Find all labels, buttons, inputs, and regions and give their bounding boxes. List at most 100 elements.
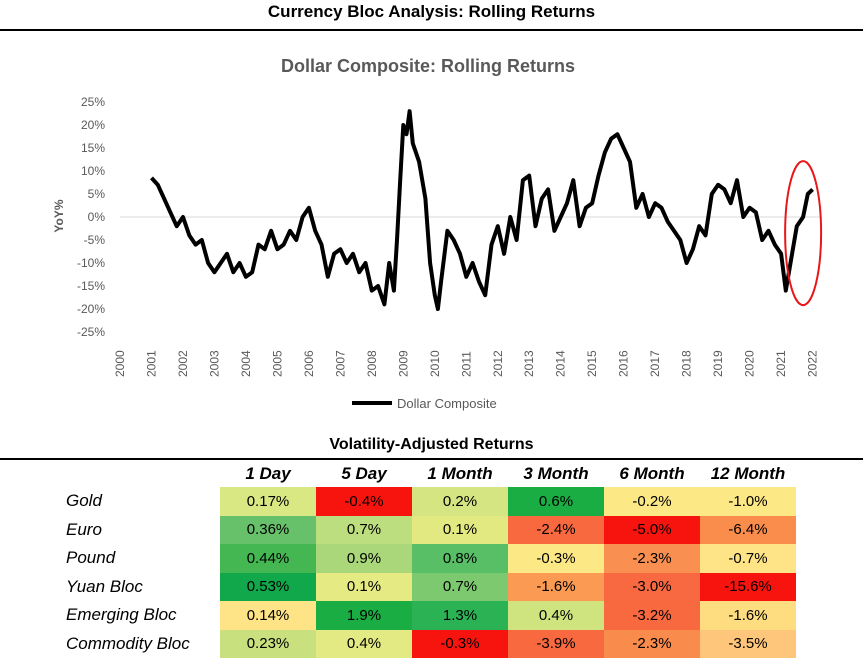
table-cell: 0.4% <box>316 629 412 658</box>
row-label: Gold <box>66 491 102 511</box>
x-tick-label: 2018 <box>680 350 694 377</box>
table-cell: -5.0% <box>604 515 700 544</box>
table-cell: -6.4% <box>700 515 796 544</box>
table-cell: -1.6% <box>508 572 604 601</box>
y-tick-label: -15% <box>77 279 105 293</box>
x-tick-label: 2013 <box>522 350 536 377</box>
table-cell: 0.23% <box>220 629 316 658</box>
x-tick-label: 2014 <box>554 350 568 377</box>
x-tick-label: 2011 <box>459 351 473 377</box>
row-label: Pound <box>66 548 116 568</box>
table-cell: 0.1% <box>316 572 412 601</box>
table-header-row: 1 Day 5 Day 1 Month 3 Month 6 Month 12 Month <box>60 461 796 487</box>
x-tick-label: 2001 <box>144 350 158 377</box>
table-cell: 1.3% <box>412 601 508 630</box>
x-tick-label: 2012 <box>491 350 505 377</box>
table-cell: 0.53% <box>220 572 316 601</box>
table-cell: 0.36% <box>220 515 316 544</box>
x-tick-label: 2007 <box>333 350 347 377</box>
y-tick-labels: 25% 20% 15% 10% 5% 0% -5% -10% -15% -20% -25% <box>77 95 105 339</box>
y-tick-label: -10% <box>77 256 105 270</box>
row-label: Commodity Bloc <box>66 633 190 653</box>
x-tick-label: 2000 <box>113 350 127 377</box>
table-cell: -2.3% <box>604 629 700 658</box>
table-cell: -2.4% <box>508 515 604 544</box>
x-tick-label: 2015 <box>585 350 599 377</box>
x-tick-label: 2017 <box>648 350 662 377</box>
table-cell: -15.6% <box>700 572 796 601</box>
line-chart: Dollar Composite: Rolling Returns YoY% 2… <box>52 56 823 411</box>
y-tick-label: 20% <box>81 118 105 132</box>
table-cell: 0.14% <box>220 601 316 630</box>
table-cell: -0.3% <box>412 629 508 658</box>
x-tick-label: 2003 <box>207 350 221 377</box>
table-cell: -1.0% <box>700 487 796 516</box>
table-cell: 1.9% <box>316 601 412 630</box>
y-tick-label: 10% <box>81 164 105 178</box>
y-tick-label: -20% <box>77 302 105 316</box>
row-label: Emerging Bloc <box>66 605 177 625</box>
table-cell: 0.9% <box>316 544 412 573</box>
y-tick-label: -25% <box>77 325 105 339</box>
header-blank <box>60 461 220 487</box>
x-tick-labels: 2000 2001 2002 2003 2004 2005 2006 2007 2008 2009… <box>113 350 820 377</box>
x-tick-label: 2021 <box>774 350 788 377</box>
table-cell: 0.4% <box>508 601 604 630</box>
x-tick-label: 2004 <box>239 350 253 377</box>
table-cell: 0.44% <box>220 544 316 573</box>
table-divider <box>0 458 863 460</box>
x-tick-label: 2010 <box>428 350 442 377</box>
x-tick-label: 2005 <box>270 350 284 377</box>
table-cell: -3.5% <box>700 629 796 658</box>
row-label: Euro <box>66 519 102 539</box>
table-cell: -3.0% <box>604 572 700 601</box>
table-cell: 0.7% <box>316 515 412 544</box>
highlight-ellipse <box>784 160 823 307</box>
table-cell: 0.6% <box>508 487 604 516</box>
table-cell: -0.7% <box>700 544 796 573</box>
x-tick-label: 2002 <box>176 350 190 377</box>
table-cell: 0.8% <box>412 544 508 573</box>
column-header: 1 Month <box>427 464 493 483</box>
column-header: 5 Day <box>341 464 387 483</box>
y-tick-label: -5% <box>84 233 106 247</box>
table-cell: -3.9% <box>508 629 604 658</box>
page-title: Currency Bloc Analysis: Rolling Returns <box>267 2 596 21</box>
table-cell: 0.2% <box>412 487 508 516</box>
table-cell: 0.17% <box>220 487 316 516</box>
volatility-table: 1 Day 5 Day 1 Month 3 Month 6 Month 12 Month … <box>60 461 796 658</box>
x-tick-label: 2006 <box>302 350 316 377</box>
column-header: 1 Day <box>245 464 291 483</box>
table-cell: -1.6% <box>700 601 796 630</box>
x-tick-label: 2022 <box>806 350 820 377</box>
table-cell: 0.1% <box>412 515 508 544</box>
series-line-dollar-composite <box>150 109 814 311</box>
table-cell: -0.2% <box>604 487 700 516</box>
table-cell: -0.3% <box>508 544 604 573</box>
table-row: Gold 0.17% -0.4% 0.2% 0.6% -0.2% -1.0% <box>60 487 796 516</box>
table-cell: -0.4% <box>316 487 412 516</box>
table-cell: 0.7% <box>412 572 508 601</box>
table-row: Yuan Bloc 0.53% 0.1% 0.7% -1.6% -3.0% -15.6% <box>60 572 796 601</box>
table-cell: -3.2% <box>604 601 700 630</box>
y-tick-label: 0% <box>88 210 106 224</box>
x-tick-label: 2019 <box>711 350 725 377</box>
x-tick-label: 2008 <box>365 350 379 377</box>
x-tick-label: 2016 <box>617 350 631 377</box>
y-tick-label: 25% <box>81 95 105 109</box>
table-row: Emerging Bloc 0.14% 1.9% 1.3% 0.4% -3.2% -1.6% <box>60 601 796 630</box>
table-row: Commodity Bloc 0.23% 0.4% -0.3% -3.9% -2.3% -3… <box>60 629 796 658</box>
table-cell: -2.3% <box>604 544 700 573</box>
table-row: Pound 0.44% 0.9% 0.8% -0.3% -2.3% -0.7% <box>60 544 796 573</box>
table-title: Volatility-Adjusted Returns <box>329 436 534 453</box>
x-tick-label: 2020 <box>743 350 757 377</box>
chart-title: Dollar Composite: Rolling Returns <box>281 56 575 76</box>
row-label: Yuan Bloc <box>66 576 143 596</box>
column-header: 12 Month <box>710 464 786 483</box>
table-row: Euro 0.36% 0.7% 0.1% -2.4% -5.0% -6.4% <box>60 515 796 544</box>
y-tick-label: 15% <box>81 141 105 155</box>
x-tick-label: 2009 <box>396 350 410 377</box>
column-header: 6 Month <box>619 464 685 483</box>
y-axis-label: YoY% <box>52 199 66 232</box>
title-divider <box>0 29 863 31</box>
